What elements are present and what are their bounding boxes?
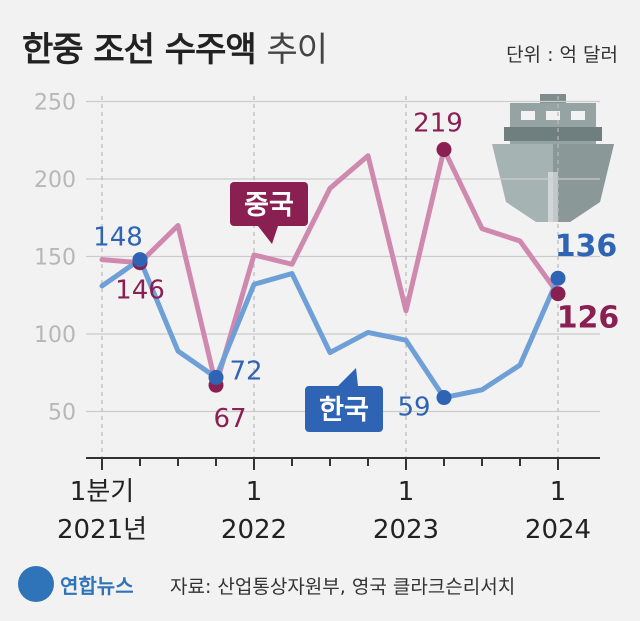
data-label-china: 146 [115, 276, 165, 306]
marker-korea [436, 390, 452, 406]
marker-korea [132, 252, 148, 268]
data-label-china: 126 [557, 301, 620, 336]
marker-korea [208, 369, 224, 385]
callout-label-china: 중국 [244, 190, 294, 221]
x-tick-label-year: 2021년 [57, 515, 147, 545]
x-tick-label: 1분기 [70, 477, 134, 507]
chart-title: 한중 조선 수주액 추이 [22, 22, 328, 71]
callout-tail-china [258, 226, 278, 244]
source-note: 자료: 산업통상자원부, 영국 클라크슨리서치 [170, 576, 516, 598]
x-axis: 1분기 2021년 1 2022 1 2023 1 2024 [57, 457, 600, 545]
data-label-china: 219 [413, 109, 463, 139]
callout-tail-korea [338, 368, 358, 386]
marker-china [550, 286, 566, 302]
marker-china [436, 142, 452, 158]
yonhap-logo-icon [18, 566, 54, 602]
x-tick-label-year: 2022 [221, 515, 287, 545]
series-lines [99, 147, 561, 401]
series-line-china [99, 147, 561, 388]
data-label-korea: 148 [93, 223, 143, 253]
series-line-korea [99, 257, 561, 401]
x-tick-label-year: 2023 [373, 515, 439, 545]
marker-korea [550, 270, 566, 286]
callout-label-korea: 한국 [319, 395, 369, 426]
x-tick-label: 1 [398, 477, 415, 507]
data-label-korea: 72 [229, 356, 262, 386]
ship-illustration [492, 94, 614, 222]
yonhap-logo: 연합뉴스 [18, 564, 134, 604]
x-tick-label-year: 2024 [525, 515, 591, 545]
data-label-china: 67 [213, 404, 246, 434]
y-tick-label: 200 [34, 168, 76, 193]
callout-box-korea [305, 386, 383, 432]
x-tick-label: 1 [246, 477, 263, 507]
y-tick-label: 150 [34, 246, 76, 271]
series-markers [132, 142, 566, 406]
callout-box-china [230, 182, 308, 226]
y-tick-label: 250 [34, 91, 76, 116]
line-chart: 50 100 150 200 250 1분기 2021년 1 2022 1 2023 1 2024 1… [34, 91, 619, 546]
grid: 50 100 150 200 250 [34, 91, 600, 458]
data-label-korea: 59 [397, 393, 430, 423]
chart-title-light: 추이 [266, 30, 328, 70]
unit-label: 단위 : 억 달러 [506, 44, 618, 66]
data-labels: 146 67 219 126 148 72 59 136 [93, 109, 619, 435]
x-tick-label: 1 [550, 477, 567, 507]
footer: 연합뉴스 자료: 산업통상자원부, 영국 클라크슨리서치 [0, 556, 640, 612]
data-label-korea: 136 [555, 229, 618, 264]
logo-text: 연합뉴스 [60, 573, 134, 598]
y-tick-label: 50 [48, 401, 76, 426]
chart-title-bold: 한중 조선 수주액 [22, 30, 257, 70]
y-tick-label: 100 [34, 323, 76, 348]
